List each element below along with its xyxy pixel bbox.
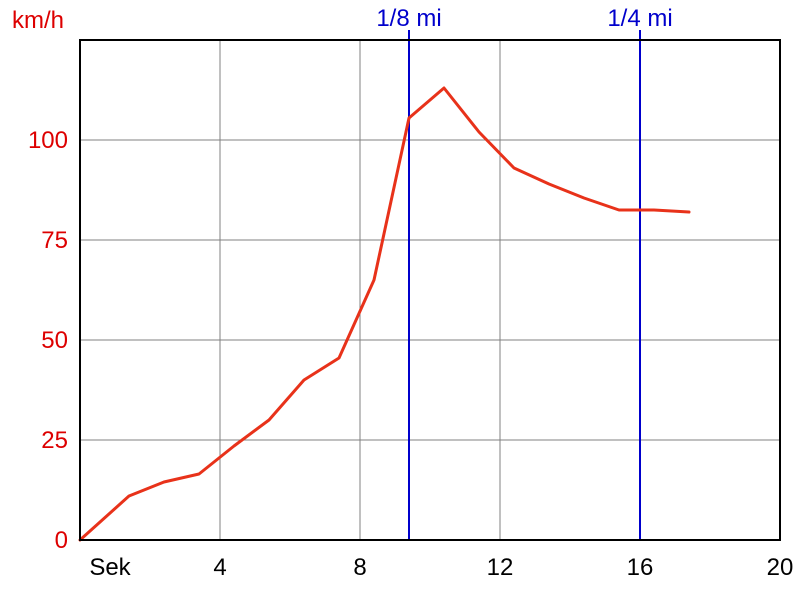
distance-marker-label: 1/4 mi <box>607 5 672 32</box>
tick-labels: 4 8 12 16 20 0 25 50 75 100 <box>28 127 793 581</box>
x-axis-label: Sek <box>89 554 131 581</box>
x-tick-label: 12 <box>487 554 514 581</box>
distance-markers: 1/8 mi 1/4 mi <box>376 5 673 540</box>
grid-lines <box>80 40 780 540</box>
series-layer <box>78 86 691 542</box>
plot-frame <box>79 39 781 541</box>
y-tick-label: 75 <box>41 227 68 254</box>
x-tick-label: 20 <box>767 554 794 581</box>
y-tick-label: 50 <box>41 327 68 354</box>
x-tick-label: 4 <box>213 554 226 581</box>
speed-series-line <box>78 86 691 542</box>
x-tick-label: 8 <box>353 554 366 581</box>
y-tick-label: 100 <box>28 127 68 154</box>
y-tick-label: 25 <box>41 427 68 454</box>
distance-marker-label: 1/8 mi <box>376 5 441 32</box>
x-tick-label: 16 <box>627 554 654 581</box>
y-axis-label: km/h <box>12 7 64 34</box>
y-tick-label: 0 <box>55 527 68 554</box>
